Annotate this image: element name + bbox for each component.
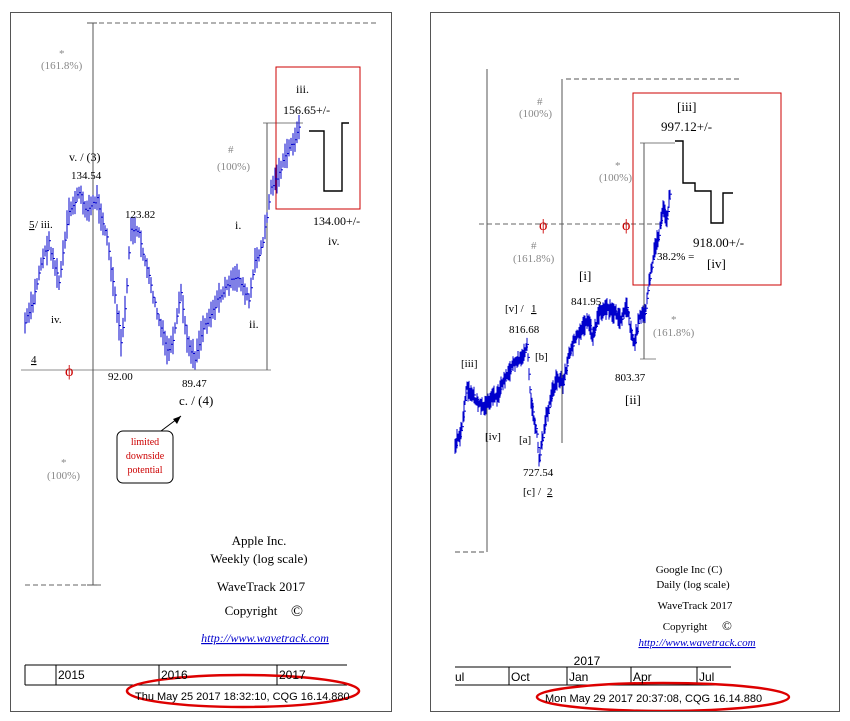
label-v1: [v] /	[505, 303, 525, 315]
target-918-00: 918.00+/-	[693, 235, 744, 250]
value-89-47: 89.47	[182, 378, 207, 390]
website-link[interactable]: http://www.wavetrack.com	[638, 637, 755, 649]
apple-chart-svg: 4 iv. 5 / iii. v. / (3) 134.54 123.82 92…	[21, 22, 376, 709]
callout-line-3: potential	[128, 465, 163, 476]
label-iv: [iv]	[707, 256, 726, 271]
label-iii: / iii.	[35, 219, 53, 231]
chart-title: Apple Inc.	[232, 533, 287, 548]
label-iii-early: [iii]	[461, 358, 478, 370]
phi-symbol-left: ϕ	[539, 217, 547, 234]
chart-subtitle: Daily (log scale)	[656, 579, 730, 591]
x-tick-jan: Jan	[569, 670, 588, 684]
label-v3: v. / (3)	[69, 150, 101, 164]
fib-star-right: *	[615, 160, 621, 172]
apple-price-series	[24, 115, 301, 370]
x-tick-2017: 2017	[279, 668, 306, 682]
google-chart-panel: [iii] [iv] [v] / 1 816.68 [a] 727.54 [c]…	[430, 12, 840, 712]
google-price-series	[454, 189, 672, 467]
apple-chart-panel: 4 iv. 5 / iii. v. / (3) 134.54 123.82 92…	[10, 12, 392, 712]
fib-star-lower: *	[671, 314, 677, 326]
phi-symbol-right: ϕ	[622, 217, 630, 234]
label-iv: iv.	[51, 314, 62, 326]
label-ii: ii.	[249, 317, 259, 331]
timestamp: Thu May 25 2017 18:32:10, CQG 16.14.880	[135, 691, 350, 703]
credit: WaveTrack 2017	[217, 579, 306, 594]
copyright-symbol: ©	[291, 603, 303, 620]
target-997-12: 997.12+/-	[661, 119, 712, 134]
callout-line-1: limited	[131, 437, 159, 448]
x-tick-jul: Jul	[699, 670, 714, 684]
target-134-00: 134.00+/-	[313, 214, 360, 228]
label-iv-early: [iv]	[485, 431, 501, 443]
label-c2-num: 2	[547, 486, 553, 498]
label-b: [b]	[535, 351, 548, 363]
value-727-54: 727.54	[523, 467, 554, 479]
website-link[interactable]: http://www.wavetrack.com	[201, 631, 329, 645]
value-92-00: 92.00	[108, 371, 133, 383]
x-tick-oct: Oct	[511, 670, 530, 684]
timestamp: Mon May 29 2017 20:37:08, CQG 16.14.880	[545, 693, 762, 705]
fib-100-bottom: (100%)	[47, 470, 80, 482]
label-iii: [iii]	[677, 99, 697, 114]
fib-hash-right: #	[228, 144, 234, 156]
chart-title: Google Inc (C)	[656, 564, 723, 576]
fib-100-right: (100%)	[599, 172, 632, 184]
fib-161-8-mid: (161.8%)	[513, 253, 555, 265]
target-156-65: 156.65+/-	[283, 103, 330, 117]
fib-161-8-top: (161.8%)	[41, 60, 83, 72]
fib-hash-top: #	[537, 96, 543, 108]
callout-line-2: downside	[126, 451, 165, 462]
label-4: 4	[31, 354, 37, 366]
label-5: 5	[29, 219, 35, 231]
x-tick-apr: Apr	[633, 670, 652, 684]
copyright: Copyright	[225, 603, 278, 618]
label-v1-num: 1	[531, 303, 537, 315]
target-box	[632, 92, 782, 286]
fib-161-8-lower: (161.8%)	[653, 327, 695, 339]
fib-hash-mid: #	[531, 240, 537, 252]
label-c4: c. / (4)	[179, 393, 213, 408]
x-tick-jul-2016: ul	[455, 670, 464, 684]
retrace-382: 38.2% =	[657, 251, 694, 263]
label-i: i.	[235, 218, 241, 232]
phi-symbol: ϕ	[65, 363, 73, 380]
credit: WaveTrack 2017	[658, 600, 733, 612]
value-841-95: 841.95	[571, 296, 602, 308]
label-iv-projected: iv.	[328, 234, 340, 248]
label-a: [a]	[519, 434, 531, 446]
target-box	[275, 66, 361, 210]
callout-box	[116, 430, 174, 484]
projected-path	[675, 140, 733, 224]
copyright: Copyright	[663, 621, 708, 633]
google-chart-svg: [iii] [iv] [v] / 1 816.68 [a] 727.54 [c]…	[454, 69, 791, 711]
fib-star-bottom: *	[61, 457, 67, 469]
chart-subtitle: Weekly (log scale)	[210, 551, 307, 566]
timestamp-highlight	[535, 681, 791, 711]
timestamp-highlight	[125, 673, 361, 709]
x-tick-2015: 2015	[58, 668, 85, 682]
x-tick-2016: 2016	[161, 668, 188, 682]
fib-100-right: (100%)	[217, 161, 250, 173]
value-123-82: 123.82	[125, 209, 155, 221]
label-i: [i]	[579, 268, 591, 283]
label-iii-top: iii.	[296, 82, 309, 96]
value-816-68: 816.68	[509, 324, 540, 336]
year-label-2017: 2017	[574, 654, 601, 668]
value-134-54: 134.54	[71, 170, 102, 182]
fib-100-top: (100%)	[519, 108, 552, 120]
label-ii: [ii]	[625, 392, 641, 407]
value-803-37: 803.37	[615, 372, 646, 384]
projected-path	[309, 122, 349, 192]
label-c2: [c] /	[523, 486, 542, 498]
fib-star-top: *	[59, 48, 65, 60]
copyright-symbol: ©	[722, 618, 732, 633]
